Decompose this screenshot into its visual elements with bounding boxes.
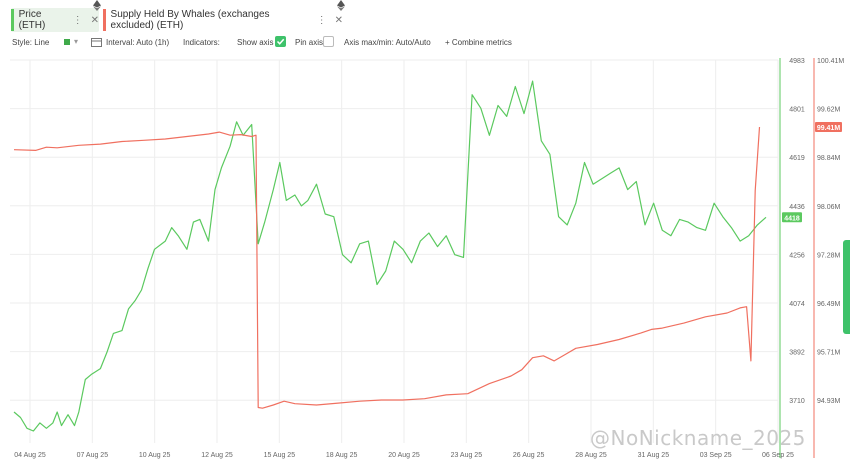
- metric-tab-price[interactable]: Price (ETH) ⋮ ✕: [11, 8, 99, 32]
- calendar-icon: [91, 38, 102, 47]
- whale-supply-current-badge: [815, 122, 842, 133]
- more-vertical-icon[interactable]: ⋮: [72, 14, 83, 26]
- x-axis-labels: 04 Aug 25 07 Aug 25 10 Aug 25 12 Aug 25 15 A…: [14, 452, 794, 459]
- close-icon[interactable]: ✕: [90, 14, 99, 26]
- chart-toolbar: Style: Line ▾ Interval: Auto (1h) Indica…: [0, 36, 850, 52]
- left-axis-labels: 4983 4801 4619 4436 4256 4074 3892 3710: [789, 58, 805, 405]
- pin-axis-checkbox[interactable]: [323, 36, 334, 47]
- x-tick-label: 03 Sep 25: [700, 452, 732, 459]
- x-tick-label: 15 Aug 25: [264, 452, 296, 459]
- x-tick-label: 04 Aug 25: [14, 452, 46, 459]
- metric-tab-label: Supply Held By Whales (exchanges exclude…: [110, 9, 270, 31]
- price-current-value: 4418: [784, 215, 800, 222]
- left-axis-tick-label: 4983: [789, 58, 805, 65]
- left-axis-tick-label: 4619: [789, 155, 805, 162]
- close-icon[interactable]: ✕: [334, 14, 343, 26]
- right-axis-tick-label: 98.06M: [817, 204, 841, 211]
- x-tick-label: 26 Aug 25: [513, 452, 545, 459]
- series-lines: [13, 80, 767, 432]
- current-value-badges: 4418 99.41M: [782, 122, 842, 223]
- ethereum-icon: [93, 0, 101, 11]
- axis-minmax-selector[interactable]: Axis max/min: Auto/Auto: [344, 38, 431, 47]
- left-axis-tick-label: 4436: [789, 204, 805, 211]
- check-icon: [276, 38, 285, 45]
- indicators-selector[interactable]: Indicators:: [183, 38, 220, 47]
- whale-supply-line: [13, 126, 761, 409]
- x-tick-label: 31 Aug 25: [638, 452, 670, 459]
- price-line: [13, 80, 767, 432]
- x-tick-label: 18 Aug 25: [326, 452, 358, 459]
- left-axis-tick-label: 4256: [789, 252, 805, 259]
- right-axis-tick-label: 96.49M: [817, 301, 841, 308]
- right-axis-tick-label: 95.71M: [817, 350, 841, 357]
- left-axis-tick-label: 3892: [789, 350, 805, 357]
- more-vertical-icon[interactable]: ⋮: [316, 14, 327, 26]
- interval-selector[interactable]: Interval: Auto (1h): [106, 38, 170, 47]
- right-axis-tick-label: 98.84M: [817, 155, 841, 162]
- x-tick-label: 07 Aug 25: [77, 452, 109, 459]
- pin-axis-label: Pin axis: [295, 38, 324, 47]
- metric-tabs: Price (ETH) ⋮ ✕ Supply Held By Whales (e…: [0, 0, 850, 34]
- right-axis-tick-label: 100.41M: [817, 58, 844, 65]
- grid-lines: [10, 59, 779, 443]
- x-tick-label: 23 Aug 25: [451, 452, 483, 459]
- whale-supply-current-value: 99.41M: [817, 125, 841, 132]
- style-selector[interactable]: Style: Line: [12, 38, 50, 47]
- price-current-badge: [782, 212, 802, 223]
- right-axis-tick-label: 97.28M: [817, 252, 841, 259]
- right-axis-labels: 100.41M 99.62M 98.84M 98.06M 97.28M 96.49M 95.…: [817, 58, 844, 405]
- x-tick-label: 06 Sep 25: [762, 452, 794, 459]
- left-axis-tick-label: 3710: [789, 398, 805, 405]
- metric-tab-label: Price (ETH): [18, 9, 46, 31]
- x-tick-label: 10 Aug 25: [139, 452, 171, 459]
- x-tick-label: 28 Aug 25: [575, 452, 607, 459]
- side-panel-handle[interactable]: [843, 240, 850, 334]
- left-axis-tick-label: 4074: [789, 301, 805, 308]
- right-axis-tick-label: 99.62M: [817, 107, 841, 114]
- watermark-text: @NoNickname_2025: [590, 426, 806, 450]
- x-tick-label: 20 Aug 25: [388, 452, 420, 459]
- whale-supply-color-swatch: [103, 9, 106, 31]
- price-color-swatch: [11, 9, 14, 31]
- combine-metrics-button[interactable]: + Combine metrics: [445, 38, 512, 47]
- ethereum-icon: [337, 0, 345, 11]
- line-color-picker[interactable]: [64, 39, 70, 45]
- show-axis-label: Show axis: [237, 38, 274, 47]
- chevron-down-icon[interactable]: ▾: [74, 37, 79, 46]
- metric-tab-whale-supply[interactable]: Supply Held By Whales (exchanges exclude…: [103, 8, 343, 32]
- right-axis-tick-label: 94.93M: [817, 398, 841, 405]
- left-axis-tick-label: 4801: [789, 107, 805, 114]
- show-axis-checkbox[interactable]: [275, 36, 286, 47]
- x-tick-label: 12 Aug 25: [201, 452, 233, 459]
